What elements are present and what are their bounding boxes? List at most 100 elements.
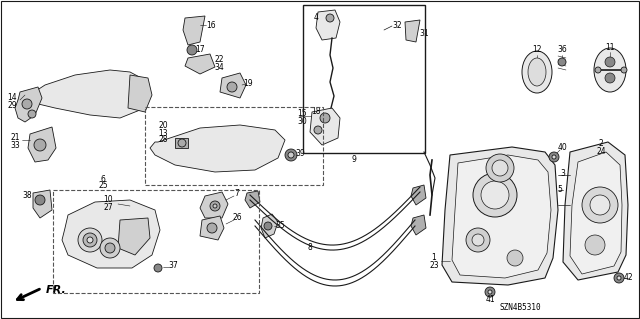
- Text: 17: 17: [195, 44, 205, 54]
- Circle shape: [481, 181, 509, 209]
- Polygon shape: [28, 127, 56, 162]
- Circle shape: [472, 234, 484, 246]
- Text: 11: 11: [605, 42, 615, 51]
- Circle shape: [485, 287, 495, 297]
- Polygon shape: [570, 152, 622, 274]
- Text: 13: 13: [158, 129, 168, 137]
- Polygon shape: [200, 216, 224, 240]
- Circle shape: [213, 204, 217, 208]
- Text: 39: 39: [295, 150, 305, 159]
- Text: 38: 38: [22, 190, 32, 199]
- Circle shape: [105, 243, 115, 253]
- Text: 31: 31: [419, 28, 429, 38]
- Text: 23: 23: [429, 261, 439, 270]
- Polygon shape: [200, 192, 228, 218]
- Text: 37: 37: [168, 262, 178, 271]
- Circle shape: [288, 152, 294, 158]
- Ellipse shape: [528, 58, 546, 86]
- Text: 19: 19: [243, 78, 253, 87]
- Polygon shape: [261, 214, 278, 238]
- Polygon shape: [442, 147, 558, 285]
- Text: 27: 27: [103, 204, 113, 212]
- Circle shape: [100, 238, 120, 258]
- Circle shape: [264, 222, 272, 230]
- Text: 28: 28: [158, 136, 168, 145]
- Circle shape: [320, 113, 330, 123]
- Text: 14: 14: [7, 93, 17, 101]
- Bar: [145, 107, 323, 185]
- Polygon shape: [185, 54, 215, 74]
- Polygon shape: [310, 108, 340, 145]
- Circle shape: [28, 110, 36, 118]
- Circle shape: [486, 154, 514, 182]
- Polygon shape: [405, 20, 420, 42]
- Ellipse shape: [522, 51, 552, 93]
- Text: 22: 22: [214, 55, 224, 63]
- Text: 35: 35: [275, 220, 285, 229]
- Circle shape: [585, 235, 605, 255]
- Circle shape: [178, 139, 186, 147]
- Text: 24: 24: [596, 147, 606, 157]
- Polygon shape: [175, 138, 188, 148]
- Text: 20: 20: [158, 122, 168, 130]
- Circle shape: [154, 264, 162, 272]
- Circle shape: [549, 152, 559, 162]
- Text: 6: 6: [100, 174, 106, 183]
- Polygon shape: [220, 73, 246, 98]
- Circle shape: [210, 201, 220, 211]
- Circle shape: [614, 273, 624, 283]
- Text: 18: 18: [311, 108, 321, 116]
- Polygon shape: [411, 185, 426, 205]
- Text: 33: 33: [10, 140, 20, 150]
- Circle shape: [552, 155, 556, 159]
- Circle shape: [314, 126, 322, 134]
- Text: 15: 15: [297, 109, 307, 118]
- Bar: [53, 190, 259, 293]
- Bar: [303, 5, 425, 153]
- Text: 1: 1: [431, 253, 436, 262]
- Text: 12: 12: [532, 46, 541, 55]
- Text: 34: 34: [214, 63, 224, 71]
- Text: 10: 10: [103, 196, 113, 204]
- Circle shape: [34, 139, 46, 151]
- Text: 9: 9: [351, 155, 356, 165]
- Circle shape: [466, 228, 490, 252]
- Circle shape: [558, 58, 566, 66]
- Circle shape: [227, 82, 237, 92]
- Circle shape: [207, 223, 217, 233]
- Text: 4: 4: [314, 13, 319, 23]
- Polygon shape: [245, 191, 260, 208]
- Text: 5: 5: [557, 186, 563, 195]
- Circle shape: [595, 67, 601, 73]
- Circle shape: [22, 99, 32, 109]
- Polygon shape: [128, 75, 152, 112]
- Polygon shape: [33, 190, 52, 218]
- Text: 42: 42: [623, 272, 633, 281]
- Circle shape: [582, 187, 618, 223]
- Circle shape: [35, 195, 45, 205]
- Circle shape: [605, 73, 615, 83]
- Circle shape: [187, 45, 197, 55]
- Text: 41: 41: [485, 295, 495, 305]
- Polygon shape: [18, 70, 148, 118]
- Text: 16: 16: [206, 20, 216, 29]
- Circle shape: [488, 290, 492, 294]
- Text: 26: 26: [232, 213, 242, 222]
- Text: 36: 36: [557, 46, 567, 55]
- Text: 7: 7: [235, 189, 239, 198]
- Polygon shape: [118, 218, 150, 255]
- Circle shape: [605, 57, 615, 67]
- Text: 29: 29: [7, 100, 17, 109]
- Polygon shape: [452, 155, 551, 278]
- Polygon shape: [15, 87, 42, 122]
- Circle shape: [473, 173, 517, 217]
- Circle shape: [78, 228, 102, 252]
- Circle shape: [617, 276, 621, 280]
- Ellipse shape: [594, 48, 626, 92]
- Text: 32: 32: [392, 20, 402, 29]
- Text: 21: 21: [10, 132, 20, 142]
- Polygon shape: [150, 125, 285, 172]
- Text: 25: 25: [98, 182, 108, 190]
- Text: 3: 3: [561, 169, 565, 179]
- Text: 40: 40: [557, 144, 567, 152]
